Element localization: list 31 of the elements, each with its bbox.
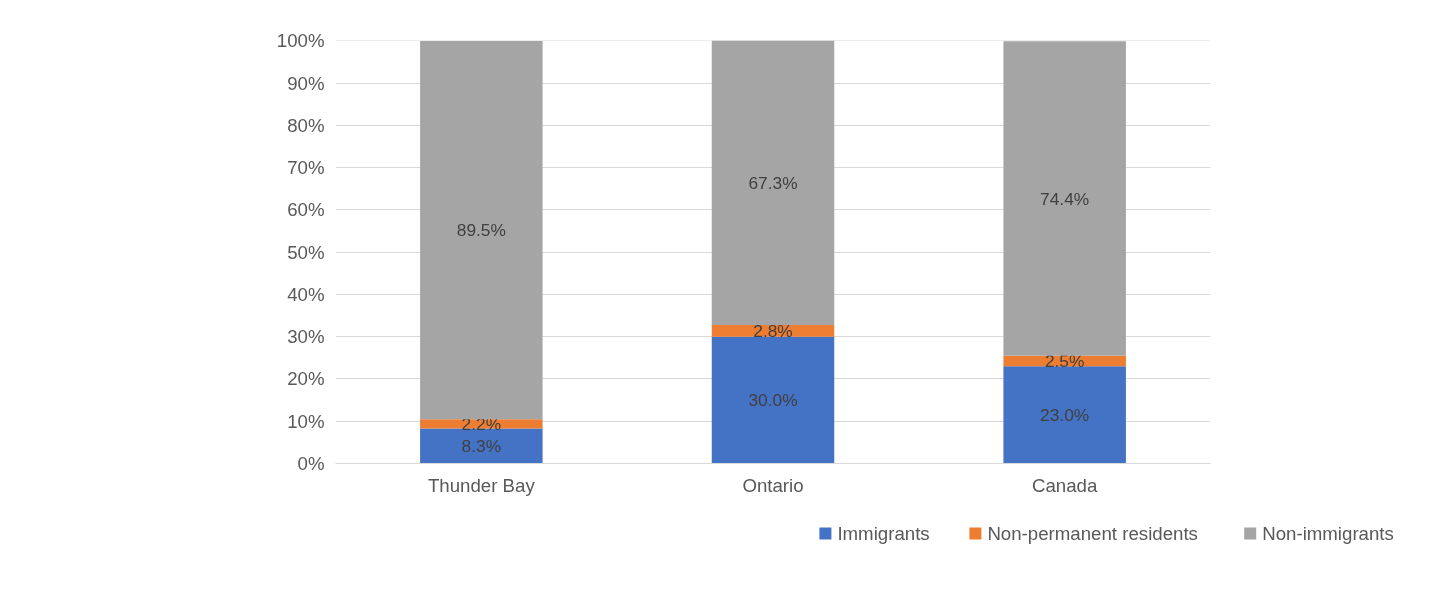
- bar: [420, 428, 543, 464]
- data-label: 30.0%: [748, 390, 798, 411]
- y-tick-label: 10%: [287, 410, 325, 432]
- data-label: 67.3%: [748, 172, 798, 193]
- x-tick-label: Canada: [1031, 474, 1098, 496]
- y-tick-label: 50%: [287, 241, 325, 263]
- data-label: 2.8%: [753, 320, 793, 341]
- bar: [711, 336, 835, 464]
- data-label: 89.5%: [456, 220, 506, 241]
- y-tick-label: 80%: [287, 114, 325, 136]
- x-tick-label: Ontario: [742, 474, 804, 496]
- y-tick-label: 60%: [287, 199, 325, 221]
- y-tick-label: 0%: [297, 453, 325, 474]
- y-tick-label: 90%: [287, 72, 325, 94]
- y-tick-label: 100%: [276, 30, 325, 52]
- y-tick-label: 30%: [287, 326, 325, 348]
- x-tick-label: Thunder Bay: [427, 474, 536, 496]
- y-tick-label: 70%: [287, 157, 325, 179]
- legend-label: Non-permanent residents: [987, 523, 1198, 544]
- data-label: 23.0%: [1040, 404, 1090, 425]
- data-label: 8.3%: [461, 435, 502, 456]
- data-label: 74.4%: [1040, 188, 1090, 209]
- bar: [711, 40, 835, 325]
- y-tick-label: 40%: [287, 283, 325, 305]
- legend-label: Non-immigrants: [1262, 523, 1394, 544]
- bar: [1003, 366, 1126, 464]
- legend-label: Immigrants: [837, 523, 930, 544]
- y-tick-label: 20%: [287, 368, 325, 390]
- bar: [420, 40, 543, 420]
- data-label: 2.5%: [1044, 351, 1085, 372]
- bar: [1003, 41, 1126, 356]
